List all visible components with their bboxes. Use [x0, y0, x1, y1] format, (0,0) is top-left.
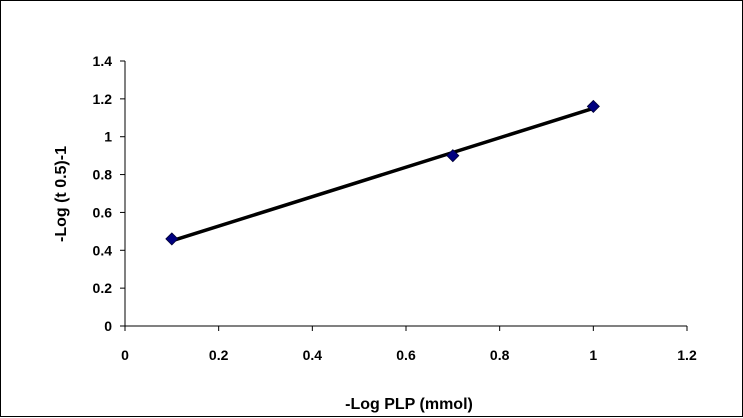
data-point-marker — [446, 149, 460, 163]
y-tick-label: 0.4 — [93, 242, 113, 258]
y-tick-label: 0 — [104, 318, 112, 334]
y-tick-label: 1.4 — [93, 53, 113, 69]
x-tick-label: 0 — [121, 347, 129, 363]
trendline — [170, 106, 596, 243]
y-tick-label: 1.2 — [93, 91, 113, 107]
y-axis-title: -Log (t 0.5)-1 — [53, 146, 70, 242]
y-tick-label: 0.8 — [93, 167, 113, 183]
x-tick-label: 1.2 — [677, 347, 697, 363]
x-tick-label: 0.4 — [303, 347, 323, 363]
data-points — [165, 99, 600, 246]
axes — [124, 61, 687, 327]
x-tick-label: 0.2 — [209, 347, 229, 363]
x-tick-label: 1 — [589, 347, 597, 363]
ticks: 0 0.2 0.4 0.6 0.8 1 1.2 1.4 0 0.2 0.4 0.6 0.8 1 1.2 — [93, 53, 697, 363]
x-tick-label: 0.6 — [396, 347, 416, 363]
x-axis-title: -Log PLP (mmol) — [345, 396, 473, 413]
trendline-layer — [170, 106, 596, 243]
y-tick-label: 0.6 — [93, 204, 113, 220]
x-tick-label: 0.8 — [490, 347, 510, 363]
data-point-marker — [165, 232, 179, 246]
data-point-marker — [586, 99, 600, 113]
y-tick-label: 1 — [104, 129, 112, 145]
y-tick-label: 0.2 — [93, 280, 113, 296]
